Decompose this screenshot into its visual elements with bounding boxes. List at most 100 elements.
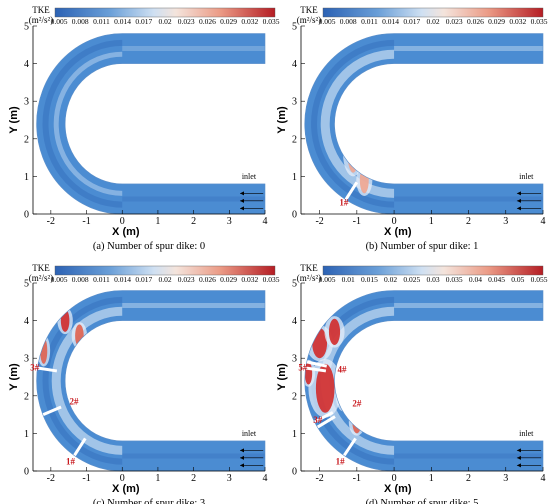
tke-panel-2: -2 -1 0 1 2 3 4 0 1 2 3 4 5 X (m) Y (m) inlet 1# (b) Numb…: [276, 5, 548, 252]
y-tick-label: 2: [292, 134, 297, 145]
tke-hotspot: [315, 363, 335, 413]
colorbar-tick-label: 0.026: [467, 17, 484, 26]
x-tick-label: 4: [541, 473, 546, 484]
colorbar-tick-label: 0.014: [382, 17, 399, 26]
panel-caption: (c) Number of spur dike: 3: [93, 498, 205, 504]
spur-dike-label: 3#: [30, 363, 40, 373]
colorbar-tick-label: 0.02: [158, 275, 171, 284]
colorbar-tick-label: 0.026: [199, 17, 216, 26]
spur-dike: [305, 366, 327, 373]
colorbar-tick-label: 0.023: [178, 275, 195, 284]
inlet-arrowhead: [516, 198, 521, 203]
colorbar-title: TKE: [32, 263, 50, 273]
y-tick-label: 3: [292, 354, 297, 365]
y-axis-title: Y (m): [8, 106, 20, 134]
y-tick-label: 4: [24, 316, 29, 327]
spur-dike-label: 4#: [337, 364, 347, 374]
colorbar-tick-label: 0.005: [51, 17, 68, 26]
inlet-arrowhead: [240, 448, 245, 453]
tke-hotspot: [339, 382, 349, 409]
inlet-label: inlet: [242, 429, 257, 438]
y-tick-label: 3: [292, 97, 297, 108]
x-tick-label: 3: [503, 473, 508, 484]
spur-dike-label: 2#: [352, 398, 362, 408]
x-tick-label: -2: [47, 473, 55, 484]
spur-dike-label: 1#: [66, 457, 76, 467]
colorbar-tick-label: 0.008: [72, 275, 89, 284]
spur-dike-label: 1#: [339, 198, 349, 208]
colorbar-tick-label: 0.023: [178, 17, 195, 26]
tke-field: [37, 296, 265, 465]
colorbar-tick-label: 0.01: [342, 275, 355, 284]
inlet-arrowhead: [516, 463, 521, 468]
x-tick-label: 4: [263, 473, 268, 484]
inlet-arrowhead: [240, 206, 245, 211]
inlet-arrowhead: [240, 191, 245, 196]
y-tick-label: 1: [24, 429, 29, 440]
colorbar-unit: (m²/s²): [297, 15, 321, 25]
inlet-arrowhead: [240, 463, 245, 468]
colorbar-tick-label: 0.032: [241, 275, 258, 284]
y-tick-label: 0: [292, 467, 297, 478]
channel-body: [36, 33, 265, 214]
inlet-arrowhead: [516, 191, 521, 196]
colorbar-tick-label: 0.017: [403, 17, 420, 26]
y-tick-label: 1: [24, 172, 29, 183]
tke-panel-4: -2 -1 0 1 2 3 4 0 1 2 3 4 5 X (m) Y (m) inlet 5# 4# 2# 3# 1#…: [276, 263, 548, 504]
channel-body: [36, 290, 266, 471]
tke-hotspot: [347, 135, 359, 173]
spur-dike-label: 2#: [70, 396, 80, 406]
y-tick-label: 0: [292, 210, 297, 221]
x-tick-label: -1: [353, 216, 361, 227]
y-tick-label: 5: [292, 279, 297, 290]
spur-dike: [73, 437, 87, 457]
inlet-label: inlet: [519, 429, 534, 438]
tke-hotspot: [359, 167, 369, 194]
x-tick-label: 0: [120, 216, 125, 227]
inlet-label: inlet: [242, 172, 257, 181]
spur-dike: [342, 437, 357, 457]
inlet-arrowhead: [240, 455, 245, 460]
tke-hotspot: [71, 361, 81, 385]
x-tick-label: -1: [82, 216, 90, 227]
x-tick-label: 1: [429, 216, 434, 227]
x-tick-label: -2: [315, 473, 323, 484]
spur-dike-label: 1#: [336, 457, 346, 467]
tke-panel-3: -2 -1 0 1 2 3 4 0 1 2 3 4 5 X (m) Y (m) inlet 3# 2# 1# (c) …: [8, 263, 280, 504]
tke-hotspot: [60, 309, 70, 332]
colorbar-tick-label: 0.008: [340, 17, 357, 26]
colorbar-tick-label: 0.017: [135, 17, 152, 26]
spur-dike-label: 5#: [298, 363, 308, 373]
colorbar-tick-label: 0.029: [488, 17, 505, 26]
y-axis-title: Y (m): [276, 106, 288, 134]
x-tick-label: -2: [315, 216, 323, 227]
colorbar-tick-label: 0.015: [361, 275, 378, 284]
colorbar-tick-label: 0.02: [158, 17, 171, 26]
outer-bank-band: [42, 296, 123, 465]
x-tick-label: -1: [353, 473, 361, 484]
colorbar-title: TKE: [300, 263, 318, 273]
x-tick-label: 2: [191, 473, 196, 484]
colorbar-tick-label: 0.032: [241, 17, 258, 26]
colorbar-tick-label: 0.014: [114, 17, 131, 26]
colorbar-tick-label: 0.005: [319, 17, 336, 26]
spur-dike: [313, 411, 334, 424]
colorbar-tick-label: 0.029: [220, 17, 237, 26]
inlet-arrowhead: [516, 448, 521, 453]
x-axis-title: X (m): [112, 483, 140, 495]
colorbar-tick-label: 0.023: [446, 17, 463, 26]
colorbar-tick-label: 0.035: [263, 275, 280, 284]
colorbar-unit: (m²/s²): [29, 273, 53, 283]
colorbar-tick-label: 0.025: [403, 275, 420, 284]
panel-caption: (a) Number of spur dike: 0: [93, 241, 205, 252]
colorbar-tick-label: 0.02: [426, 17, 439, 26]
channel-body: [304, 33, 543, 214]
y-tick-label: 5: [24, 279, 29, 290]
spur-dike: [316, 415, 336, 429]
x-tick-label: 1: [155, 473, 160, 484]
colorbar-tick-label: 0.04: [469, 275, 482, 284]
colorbar-tick-label: 0.011: [93, 275, 110, 284]
colorbar-gradient: [54, 265, 276, 276]
x-tick-label: 2: [466, 473, 471, 484]
